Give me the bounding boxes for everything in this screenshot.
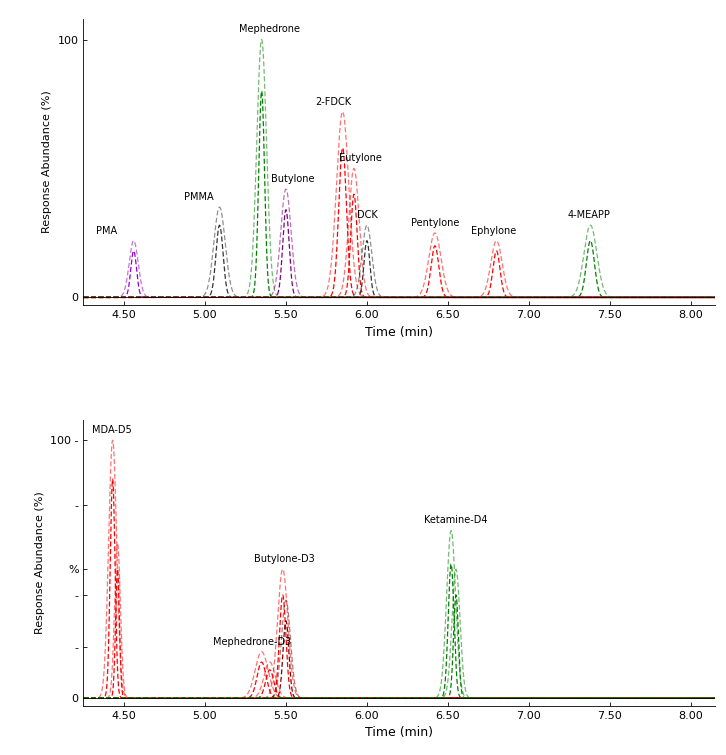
Text: 2-FDCK: 2-FDCK [315, 97, 351, 106]
Text: 4-MEAPP: 4-MEAPP [568, 210, 611, 220]
Text: Ephylone: Ephylone [470, 226, 515, 236]
Text: PMA: PMA [97, 226, 118, 236]
Text: Pentylone: Pentylone [411, 217, 459, 228]
Text: DCK: DCK [357, 210, 378, 220]
Y-axis label: Response Abundance (%): Response Abundance (%) [35, 492, 44, 634]
Text: Mephedrone-D3: Mephedrone-D3 [213, 636, 291, 646]
X-axis label: Time (min): Time (min) [365, 726, 433, 739]
Text: Butylone: Butylone [272, 174, 315, 184]
Text: PMMA: PMMA [184, 192, 213, 202]
Text: MDA-D5: MDA-D5 [91, 425, 131, 435]
Text: Butylone-D3: Butylone-D3 [253, 554, 314, 564]
X-axis label: Time (min): Time (min) [365, 325, 433, 338]
Y-axis label: Response Abundance (%): Response Abundance (%) [42, 91, 52, 233]
Text: Mephedrone: Mephedrone [239, 24, 300, 34]
Text: Ketamine-D4: Ketamine-D4 [423, 516, 487, 525]
Text: Eutylone: Eutylone [339, 153, 383, 163]
